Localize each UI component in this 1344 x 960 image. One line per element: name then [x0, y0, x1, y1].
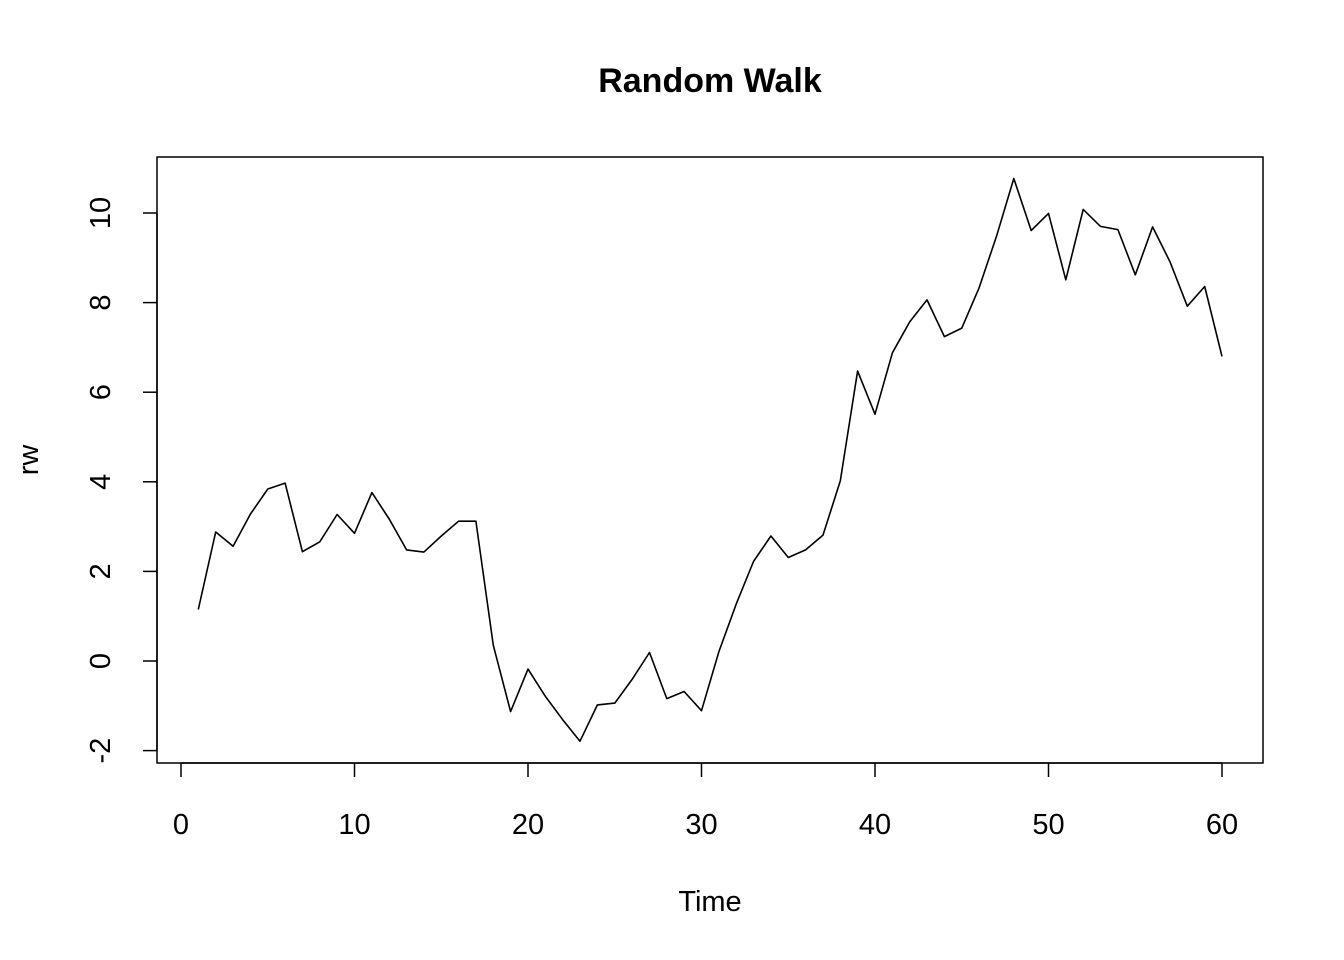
y-tick-label: 0 [85, 653, 117, 669]
chart-title: Random Walk [598, 62, 822, 100]
series-line-rw [197, 177, 1223, 743]
plot-area-frame [156, 156, 1264, 764]
x-tick-label: 20 [512, 809, 544, 841]
y-tick-label: 10 [85, 197, 117, 229]
x-tick-label: 0 [173, 809, 189, 841]
y-tick-label: 4 [85, 474, 117, 490]
x-tick-label: 60 [1206, 809, 1238, 841]
x-axis: 0 10 20 30 40 50 60 [173, 762, 1238, 841]
y-tick-label: 6 [85, 384, 117, 400]
y-axis-label: rw [13, 444, 45, 476]
x-axis-label: Time [678, 886, 741, 918]
y-axis: -2 0 2 4 6 8 10 [85, 197, 158, 764]
y-tick-label: 2 [85, 563, 117, 579]
x-tick-label: 10 [338, 809, 370, 841]
x-tick-label: 50 [1032, 809, 1064, 841]
x-tick-label: 30 [685, 809, 717, 841]
y-tick-label: -2 [85, 738, 117, 764]
y-tick-label: 8 [85, 295, 117, 311]
x-tick-label: 40 [859, 809, 891, 841]
